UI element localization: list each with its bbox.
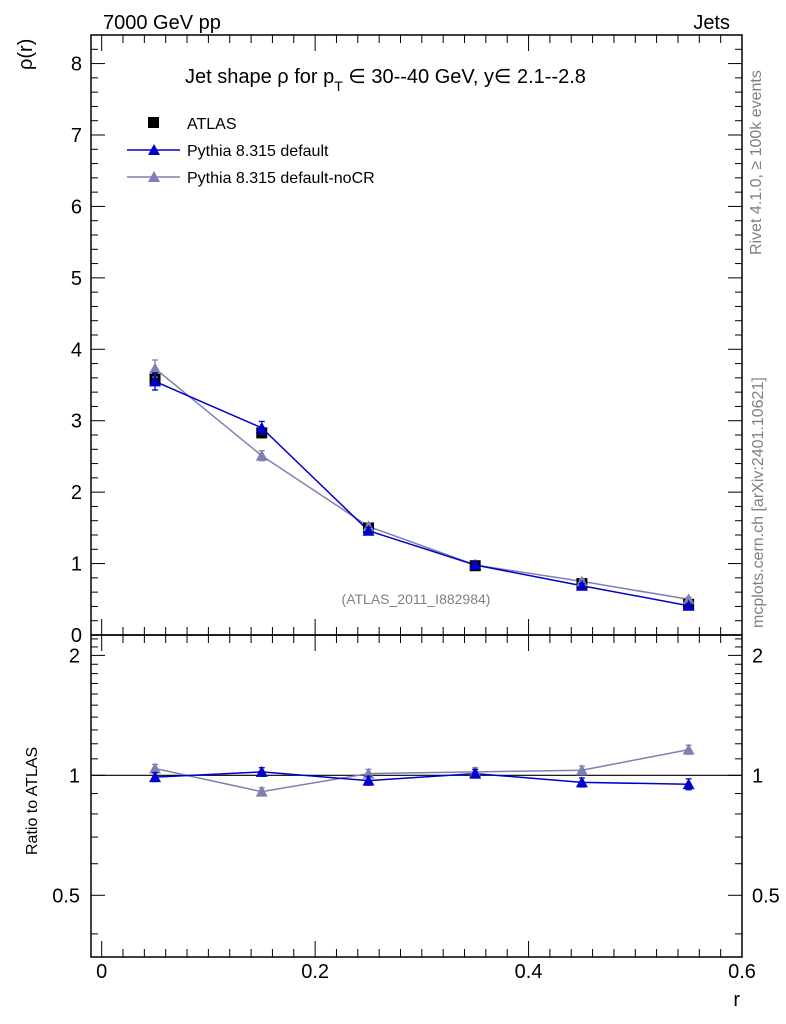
main-series-group — [149, 359, 695, 611]
main-y-tick-label: 7 — [71, 125, 82, 147]
default-data-point — [682, 599, 695, 611]
main-y-axis-title: ρ(r) — [15, 39, 37, 70]
nocr-data-point — [682, 593, 695, 605]
main-y-tick-label: 3 — [71, 411, 82, 433]
ratio-panel-frame — [90, 634, 743, 958]
ratio-series-group — [149, 743, 695, 797]
legend-nocr-label: Pythia 8.315 default-noCR — [187, 170, 375, 187]
default-series-line — [154, 380, 689, 607]
main-y-tick-labels: 0 1 2 3 4 5 6 7 8 — [71, 54, 82, 647]
main-y-tick-label: 2 — [71, 482, 82, 504]
x-tick-label: 0 — [96, 961, 107, 983]
plot-title: Jet shape ρ for pT ∈ 30--40 GeV, y∈ 2.1-… — [185, 66, 586, 94]
ratio-nocr-point — [255, 785, 268, 797]
main-y-tick-label: 4 — [71, 339, 82, 361]
legend-default-label: Pythia 8.315 default — [187, 143, 329, 160]
ratio-y-tick-label-left: 2 — [69, 645, 80, 667]
nocr-data-point — [255, 449, 268, 461]
default-data-point — [255, 421, 268, 433]
ratio-y-tick-label-left: 1 — [69, 765, 80, 787]
legend: ATLAS Pythia 8.315 default Pythia 8.315 … — [127, 116, 375, 187]
header-energy-label: 7000 GeV pp — [103, 12, 221, 34]
default-data-point — [575, 579, 588, 591]
rivet-version-label: Rivet 4.1.0, ≥ 100k events — [748, 70, 765, 255]
plot-title-rest: ∈ 30--40 GeV, y∈ 2.1--2.8 — [343, 66, 586, 88]
ratio-default-point — [255, 765, 268, 777]
ratio-y-tick-label-right: 0.5 — [752, 885, 780, 907]
x-tick-labels: 0 0.2 0.4 0.6 — [96, 961, 756, 983]
x-tick-label: 0.4 — [515, 961, 543, 983]
ratio-default-point — [362, 774, 375, 786]
main-axis-ticks — [91, 34, 743, 636]
ratio-nocr-point — [149, 762, 162, 774]
main-y-tick-label: 8 — [71, 54, 82, 76]
default-data-point — [362, 524, 375, 536]
ratio-default-point — [469, 767, 482, 779]
legend-nocr-marker — [148, 171, 160, 182]
legend-atlas-marker — [148, 117, 159, 128]
default-data-point — [149, 375, 162, 387]
x-tick-label: 0.2 — [301, 961, 329, 983]
x-tick-label: 0.6 — [728, 961, 756, 983]
ratio-default-line — [154, 771, 689, 785]
nocr-series-line — [154, 367, 689, 601]
plot-title-lead: Jet shape ρ for p — [185, 66, 334, 88]
main-y-tick-label: 1 — [71, 554, 82, 576]
ratio-nocr-line — [154, 748, 689, 793]
ratio-nocr-point — [682, 743, 695, 755]
ratio-y-tick-labels: 0.5 0.5 1 1 2 2 — [52, 645, 780, 907]
x-axis-title: r — [733, 989, 740, 1011]
ratio-nocr-point — [575, 764, 588, 776]
ratio-y-tick-label-right: 2 — [752, 645, 763, 667]
default-data-point — [469, 559, 482, 570]
ratio-default-point — [149, 771, 162, 783]
ratio-default-point — [575, 776, 588, 788]
plot-title-subscript: T — [334, 78, 343, 94]
ratio-y-axis-title: Ratio to ATLAS — [24, 747, 41, 855]
main-y-tick-label: 5 — [71, 268, 82, 290]
main-y-tick-label: 6 — [71, 196, 82, 218]
mcplots-label: mcplots.cern.ch [arXiv:2401.10621] — [750, 377, 767, 628]
nocr-data-point — [149, 362, 162, 374]
main-y-tick-label: 0 — [71, 625, 82, 647]
ratio-y-tick-label-left: 0.5 — [52, 885, 80, 907]
legend-atlas-label: ATLAS — [187, 116, 237, 133]
header-process-label: Jets — [693, 12, 730, 34]
legend-default-marker — [148, 144, 160, 155]
ratio-default-point — [682, 778, 695, 790]
ratio-axis-ticks — [91, 635, 743, 957]
analysis-watermark: (ATLAS_2011_I882984) — [342, 591, 491, 607]
ratio-y-tick-label-right: 1 — [752, 765, 763, 787]
